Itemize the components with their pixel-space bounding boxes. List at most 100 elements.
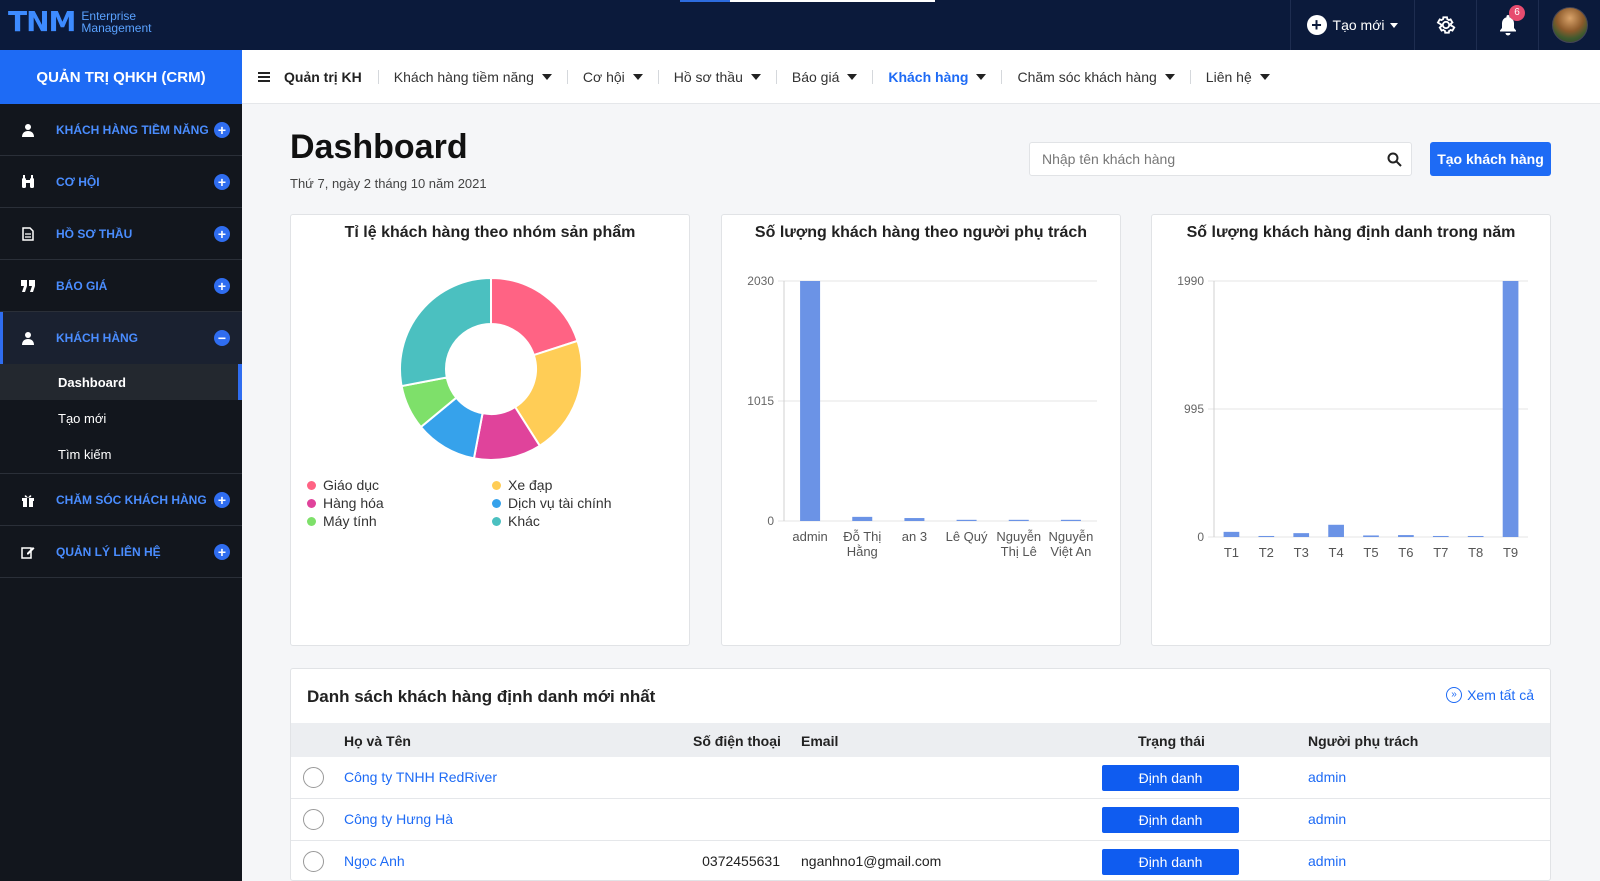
column-header-status[interactable]: Trạng thái [1138,733,1205,749]
add-circle-icon[interactable]: + [214,174,230,190]
search-input[interactable] [1042,151,1377,167]
bar[interactable] [1398,535,1414,537]
column-header-phone[interactable]: Số điện thoại [693,733,781,749]
sidebar-item-contacts[interactable]: QUẢN LÝ LIÊN HỆ + [0,526,242,578]
customer-email: nganhno1@gmail.com [801,853,942,869]
nav-item-opportunities[interactable]: Cơ hội [566,69,658,85]
bar[interactable] [904,518,925,521]
bar[interactable] [1432,535,1449,537]
brand-logo[interactable]: TNM Enterprise Management [8,6,151,38]
nav-home[interactable]: Quản trị KH [284,68,362,85]
add-circle-icon[interactable]: + [214,278,230,294]
legend-swatch [307,480,316,490]
legend-item[interactable]: Xe đạp [492,477,677,493]
legend-item[interactable]: Hàng hóa [307,495,492,511]
sidebar-subitem-create[interactable]: Tạo mới [58,410,107,426]
table-row[interactable]: Công ty TNHH RedRiver Định danh admin [291,757,1550,799]
status-badge[interactable]: Định danh [1102,807,1239,833]
sidebar-item-customers[interactable]: KHÁCH HÀNG − [0,312,242,364]
x-tick-label: Thị Lê [1001,544,1037,559]
collapse-circle-icon[interactable]: − [214,330,230,346]
nav-item-leads[interactable]: Khách hàng tiềm năng [377,69,567,85]
bar[interactable] [956,519,977,521]
sidebar-item-label: BÁO GIÁ [56,278,108,293]
table-row[interactable]: Ngọc Anh 0372455631 nganhno1@gmail.com Đ… [291,841,1550,880]
owner-link[interactable]: admin [1308,769,1347,785]
topbar-progress [680,0,935,2]
bar[interactable] [1363,535,1379,537]
pie-slice[interactable] [399,276,492,388]
top-bar: TNM Enterprise Management + Tạo mới 6 [0,0,1600,50]
customer-name-link[interactable]: Ngọc Anh [344,853,405,869]
sidebar-item-leads[interactable]: KHÁCH HÀNG TIỀM NĂNG + [0,104,242,156]
nav-item-customer-care[interactable]: Chăm sóc khách hàng [1001,69,1189,85]
customer-name-link[interactable]: Công ty Hưng Hà [344,811,453,827]
y-tick-label: 2030 [747,274,774,288]
legend-item[interactable]: Dịch vụ tài chính [492,495,677,511]
row-select-radio[interactable] [303,767,324,788]
bar[interactable] [1258,535,1275,537]
create-new-menu[interactable]: + Tạo mới [1290,0,1414,50]
status-badge[interactable]: Định danh [1102,765,1239,791]
nav-item-contacts[interactable]: Liên hệ [1189,69,1285,85]
bar[interactable] [800,281,821,521]
bar[interactable] [852,516,873,521]
owner-link[interactable]: admin [1308,853,1347,869]
document-icon [20,226,36,242]
bar[interactable] [1223,531,1240,537]
bar[interactable] [1008,519,1029,521]
sidebar-item-quotes[interactable]: BÁO GIÁ + [0,260,242,312]
menu-icon[interactable] [258,70,270,84]
view-all-link[interactable]: » Xem tất cả [1446,687,1534,703]
sidebar-item-customer-care[interactable]: CHĂM SÓC KHÁCH HÀNG + [0,474,242,526]
sidebar-item-bids[interactable]: HỒ SƠ THẦU + [0,208,242,260]
legend-item[interactable]: Khác [492,513,677,529]
notifications-button[interactable]: 6 [1476,0,1538,50]
status-badge[interactable]: Định danh [1102,849,1239,875]
x-tick-label: T6 [1398,545,1413,560]
add-circle-icon[interactable]: + [214,492,230,508]
x-tick-label: T5 [1363,545,1378,560]
row-select-radio[interactable] [303,851,324,872]
settings-button[interactable] [1414,0,1476,50]
nav-item-bids[interactable]: Hồ sơ thầu [657,68,776,85]
sidebar-item-opportunities[interactable]: CƠ HỘI + [0,156,242,208]
add-circle-icon[interactable]: + [214,544,230,560]
caret-down-icon [632,73,643,80]
customer-name-link[interactable]: Công ty TNHH RedRiver [344,769,498,785]
row-select-radio[interactable] [303,809,324,830]
notification-count-badge: 6 [1509,5,1525,21]
legend-item[interactable]: Máy tính [307,513,492,529]
bar[interactable] [1328,524,1344,537]
nav-item-label: Hồ sơ thầu [673,68,743,85]
pie-slice[interactable] [513,339,583,448]
sidebar-subitem-search[interactable]: Tìm kiếm [58,446,112,462]
legend-item[interactable]: Giáo dục [307,477,492,493]
bar[interactable] [1293,533,1310,537]
sidebar-item-label: KHÁCH HÀNG [56,331,138,345]
add-circle-icon[interactable]: + [214,122,230,138]
edit-icon [20,544,36,560]
bar[interactable] [1060,519,1081,521]
owner-link[interactable]: admin [1308,811,1347,827]
sidebar-item-label: HỒ SƠ THẦU [56,226,133,241]
pie-slice[interactable] [490,276,579,357]
column-header-owner[interactable]: Người phụ trách [1308,733,1419,749]
column-header-email[interactable]: Email [801,733,839,749]
table-row[interactable]: Công ty Hưng Hà Định danh admin [291,799,1550,841]
nav-item-quotes[interactable]: Báo giá [775,69,872,85]
x-tick-label: T9 [1503,545,1518,560]
legend-label: Xe đạp [508,477,553,493]
column-header-name[interactable]: Họ và Tên [344,733,411,749]
bar[interactable] [1467,535,1484,537]
user-menu[interactable] [1538,0,1600,50]
search-icon[interactable] [1377,152,1411,167]
bar[interactable] [1502,281,1519,537]
add-circle-icon[interactable]: + [214,226,230,242]
create-customer-button[interactable]: Tạo khách hàng [1430,142,1551,176]
sidebar-item-label: QUẢN LÝ LIÊN HỆ [56,544,161,559]
chart-title: Số lượng khách hàng định danh trong năm [1186,224,1516,241]
caret-down-icon [541,73,552,80]
nav-item-customers[interactable]: Khách hàng [872,69,1001,85]
sidebar-subitem-dashboard[interactable]: Dashboard [0,364,242,400]
